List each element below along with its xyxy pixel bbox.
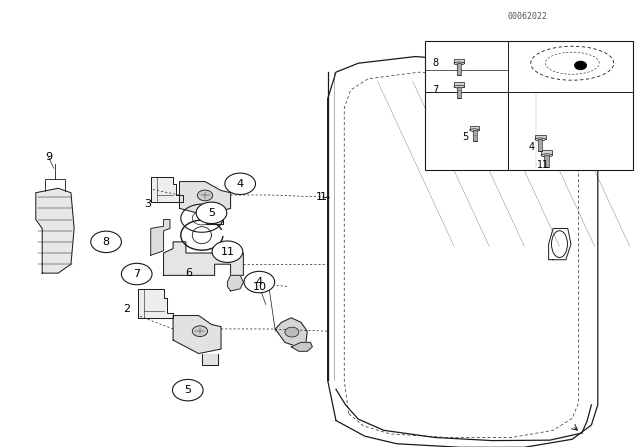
Text: 8: 8: [102, 237, 109, 247]
Bar: [470, 126, 479, 130]
Polygon shape: [291, 342, 312, 351]
Polygon shape: [179, 181, 230, 215]
Ellipse shape: [470, 129, 479, 131]
Circle shape: [244, 271, 275, 293]
Text: 1: 1: [316, 192, 323, 202]
Text: 5: 5: [463, 132, 468, 142]
Bar: [541, 151, 552, 155]
Text: 7: 7: [133, 269, 140, 279]
Text: 4: 4: [529, 142, 535, 152]
Circle shape: [285, 327, 299, 337]
Polygon shape: [202, 353, 218, 365]
Bar: [545, 155, 549, 168]
Polygon shape: [164, 242, 243, 276]
Text: 2: 2: [124, 304, 131, 314]
Text: 7: 7: [432, 85, 438, 95]
Circle shape: [122, 263, 152, 285]
Text: 8: 8: [432, 58, 438, 68]
Text: 4: 4: [237, 179, 244, 189]
Polygon shape: [227, 276, 243, 291]
Text: 11: 11: [220, 247, 234, 257]
Circle shape: [575, 61, 586, 69]
Text: 00062022: 00062022: [508, 12, 548, 21]
Polygon shape: [173, 315, 221, 353]
Bar: [538, 139, 543, 151]
Circle shape: [212, 241, 243, 263]
Bar: [535, 135, 545, 139]
Polygon shape: [151, 177, 182, 202]
Circle shape: [192, 326, 207, 336]
Ellipse shape: [541, 154, 552, 157]
Circle shape: [225, 173, 255, 194]
Bar: [457, 64, 461, 75]
Circle shape: [173, 379, 203, 401]
Bar: [454, 82, 465, 86]
Ellipse shape: [454, 62, 465, 65]
Text: 4: 4: [256, 277, 263, 287]
Ellipse shape: [454, 85, 465, 88]
Bar: [457, 86, 461, 98]
Text: 10: 10: [252, 281, 266, 292]
Bar: [454, 59, 465, 64]
Circle shape: [197, 190, 212, 201]
Circle shape: [196, 202, 227, 224]
Text: 3: 3: [144, 199, 151, 209]
Text: 5: 5: [208, 208, 215, 218]
Polygon shape: [275, 318, 307, 347]
Text: 9: 9: [45, 152, 52, 162]
Polygon shape: [206, 215, 223, 224]
Polygon shape: [151, 220, 170, 255]
Text: 1: 1: [320, 192, 326, 202]
Bar: [472, 130, 477, 141]
Bar: [426, 41, 633, 170]
Ellipse shape: [535, 138, 545, 141]
Text: 11: 11: [537, 159, 549, 170]
Circle shape: [91, 231, 122, 253]
Polygon shape: [138, 289, 173, 318]
Text: 5: 5: [184, 385, 191, 395]
Text: 6: 6: [186, 268, 193, 278]
Polygon shape: [36, 188, 74, 273]
